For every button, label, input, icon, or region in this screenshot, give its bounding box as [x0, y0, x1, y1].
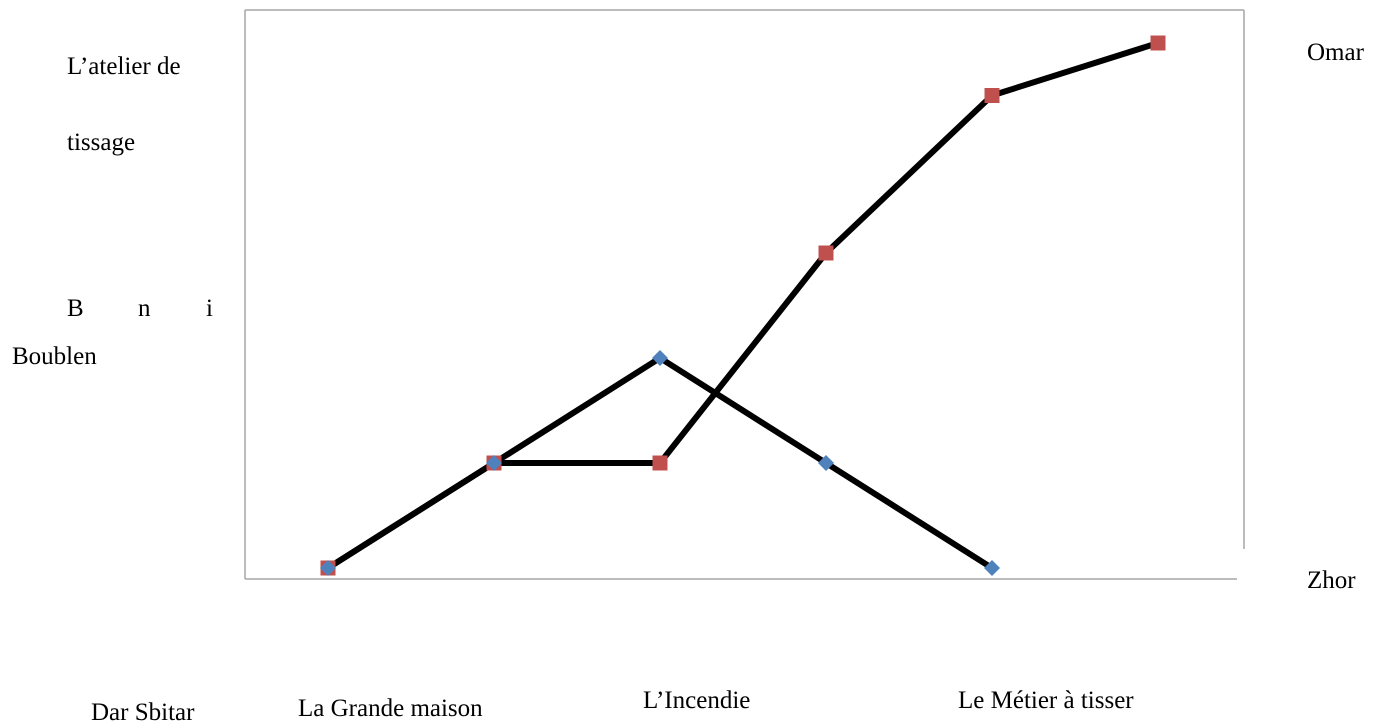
bottom-label-dar-sbitar: Dar Sbitar — [91, 699, 195, 725]
series-1-point-5 — [984, 560, 1000, 576]
left-label-bni-letter-1: B — [67, 295, 84, 322]
series-2-point-4 — [818, 245, 834, 261]
left-label-bni-letter-2: n — [138, 295, 151, 322]
series-1-point-1 — [320, 560, 336, 576]
bottom-label-incendie: L’Incendie — [643, 687, 751, 714]
left-label-boublen: Boublen — [12, 343, 97, 370]
plot-frame — [244, 9, 1245, 580]
bottom-label-metier: Le Métier à tisser — [958, 687, 1134, 714]
bottom-label-grande-maison: La Grande maison — [298, 695, 483, 722]
series-2-point-5 — [984, 88, 1000, 103]
series-2-point-3 — [652, 455, 668, 471]
left-label-atelier-line2: tissage — [67, 129, 136, 156]
series-1-point-2 — [486, 455, 502, 471]
series-lines — [325, 40, 1161, 571]
series-1-point-3 — [652, 350, 668, 366]
left-label-atelier-line1: L’atelier de — [67, 53, 181, 80]
series-2-point-6 — [1150, 35, 1166, 51]
series-line-2 — [325, 40, 1161, 571]
left-label-bni-letter-3: i — [206, 295, 213, 322]
series-1-point-4 — [818, 455, 834, 471]
series-markers — [320, 35, 1166, 576]
right-label-zhor: Zhor — [1307, 567, 1356, 594]
right-label-omar: Omar — [1307, 39, 1364, 66]
